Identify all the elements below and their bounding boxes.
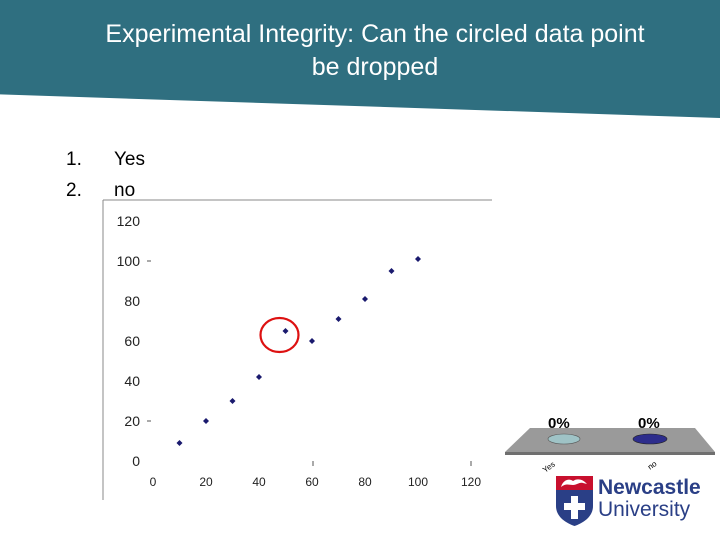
data-point xyxy=(335,316,342,322)
x-tick-label: 40 xyxy=(252,475,266,489)
y-tick-label: 80 xyxy=(124,293,140,309)
data-point xyxy=(176,440,183,446)
highlight-circle xyxy=(259,316,300,354)
answer-option[interactable]: 1. Yes xyxy=(66,144,145,175)
y-tick-label: 40 xyxy=(124,373,140,389)
poll-percent-yes: 0% xyxy=(548,415,570,432)
y-tick-label: 20 xyxy=(124,413,140,429)
poll-platform-surface xyxy=(505,428,715,452)
slide-title-line-1: Experimental Integrity: Can the circled … xyxy=(105,20,645,48)
poll-platform: Yes no xyxy=(505,428,715,475)
answer-option-number: 1. xyxy=(66,149,82,170)
answer-option-label: Yes xyxy=(114,149,145,170)
y-tick-label: 120 xyxy=(117,213,141,229)
y-tick-label: 0 xyxy=(132,453,140,469)
poll-disk-no xyxy=(632,433,668,445)
data-point xyxy=(282,328,289,334)
logo-text-university: University xyxy=(598,498,691,521)
crest-cross-icon xyxy=(564,496,585,519)
x-tick-label: 100 xyxy=(408,475,428,489)
x-tick-label: 20 xyxy=(199,475,213,489)
data-point xyxy=(415,256,421,262)
data-point xyxy=(229,398,236,404)
slide-title-line-2: be dropped xyxy=(311,53,439,81)
x-tick-label: 120 xyxy=(461,475,481,489)
answer-option-number: 2. xyxy=(66,180,82,201)
x-tick-label: 0 xyxy=(150,475,157,489)
newcastle-university-logo: Newcastle University xyxy=(556,476,701,526)
poll-platform-edge xyxy=(505,452,715,455)
data-point xyxy=(203,418,209,424)
x-tick-label: 60 xyxy=(305,475,319,489)
data-point xyxy=(256,374,262,380)
slide-title: Experimental Integrity: Can the circled … xyxy=(30,18,720,84)
answer-options: 1. Yes 2. no xyxy=(66,144,145,206)
answer-option-label: no xyxy=(114,180,136,201)
data-point xyxy=(362,296,368,302)
y-tick-label: 60 xyxy=(124,333,140,349)
crest-lion-shape xyxy=(561,479,587,487)
logo-text-newcastle: Newcastle xyxy=(598,476,701,499)
y-tick-label: 100 xyxy=(117,253,141,269)
data-point xyxy=(388,268,395,274)
x-tick-label: 80 xyxy=(358,475,372,489)
scatter-chart: 0 20 40 60 80 100 120 0 20 40 60 80 100 120 xyxy=(102,199,492,500)
poll-disk-yes xyxy=(547,433,581,445)
poll-percent-no: 0% xyxy=(638,415,660,432)
data-point xyxy=(309,338,315,344)
answer-option[interactable]: 2. no xyxy=(66,175,145,206)
